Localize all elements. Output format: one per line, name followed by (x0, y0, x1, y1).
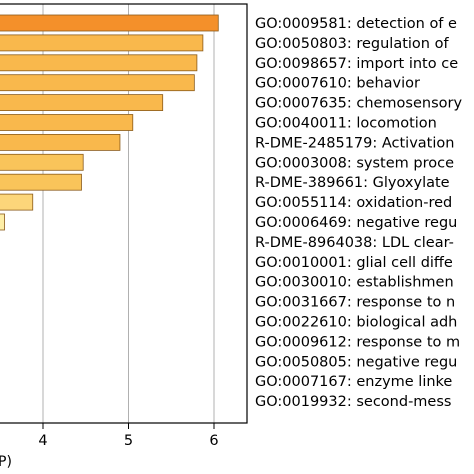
category-label-17: GO:0009612: response to m (255, 334, 460, 350)
category-label-5: GO:0007635: chemosensory (255, 96, 462, 112)
category-label-13: GO:0010001: glial cell diffe (255, 255, 453, 271)
bars (0, 14, 219, 231)
x-axis-ticks: 4 5 6 (38, 423, 219, 449)
bar-1 (0, 14, 219, 32)
x-tick-label-4: 4 (38, 433, 47, 449)
bar-5 (0, 94, 164, 111)
category-label-9: R-DME-389661: Glyoxylate (255, 175, 450, 191)
bar-6 (0, 114, 134, 131)
bar-11 (0, 213, 5, 231)
category-label-1: GO:0009581: detection of e (255, 16, 457, 32)
category-label-7: R-DME-2485179: Activation (255, 135, 454, 151)
plot-frame (0, 3, 248, 424)
bar-10 (0, 193, 34, 211)
gridlines (42, 4, 215, 423)
category-label-18: GO:0050805: negative regu (255, 354, 457, 370)
bar-8 (0, 153, 84, 171)
x-tick-label-5: 5 (124, 433, 133, 449)
category-label-6: GO:0040011: locomotion (255, 116, 437, 132)
category-label-2: GO:0050803: regulation of (255, 36, 449, 52)
bar-4 (0, 74, 195, 92)
category-label-16: GO:0022610: biological adh (255, 315, 457, 331)
bar-2 (0, 34, 204, 52)
bar-3 (0, 54, 198, 72)
category-label-4: GO:0007610: behavior (255, 76, 420, 92)
category-label-15: GO:0031667: response to n (255, 295, 455, 311)
category-label-12: R-DME-8964038: LDL clear- (255, 235, 454, 251)
bar-7 (0, 133, 121, 151)
category-label-8: GO:0003008: system proce (255, 155, 454, 171)
bar-9 (0, 173, 82, 191)
x-tick-label-6: 6 (209, 433, 218, 449)
category-label-19: GO:0007167: enzyme linke (255, 374, 452, 390)
x-axis-label: P) (0, 454, 12, 470)
category-labels: GO:0009581: detection of e GO:0050803: re… (255, 16, 462, 410)
category-label-11: GO:0006469: negative regu (255, 215, 457, 231)
category-label-10: GO:0055114: oxidation-red (255, 195, 452, 211)
category-label-14: GO:0030010: establishmen (255, 275, 454, 291)
category-label-20: GO:0019932: second-mess (255, 394, 451, 410)
category-label-3: GO:0098657: import into ce (255, 56, 458, 72)
